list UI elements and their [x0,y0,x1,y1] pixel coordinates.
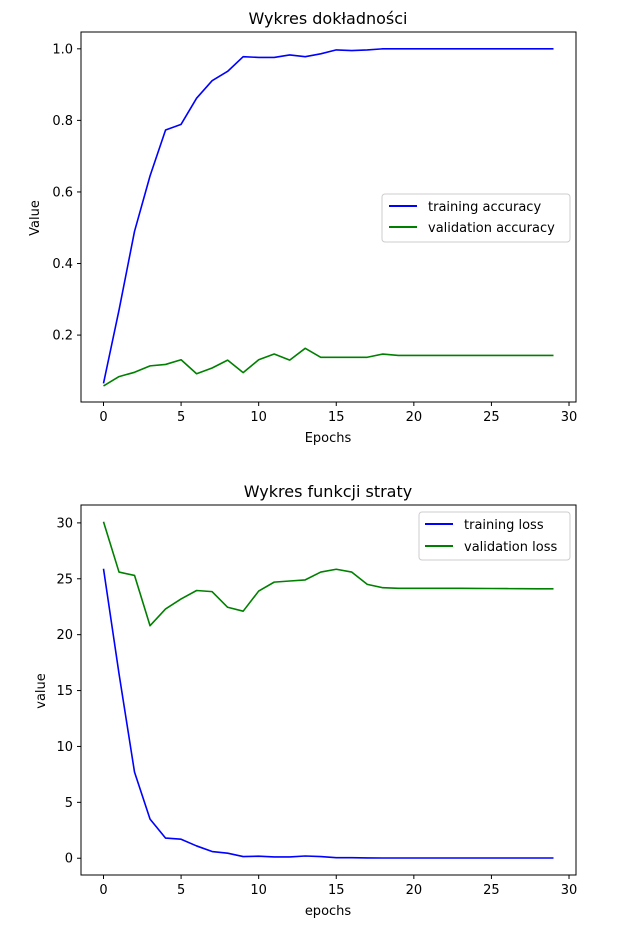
accuracy-y-tick-label-1: 0.4 [52,257,73,272]
loss-legend: training loss validation loss [418,511,571,561]
loss-y-tick-label-2: 10 [56,740,73,755]
loss-series-line-1 [102,521,554,627]
loss-chart-title: Wykres funkcji straty [244,482,412,501]
loss-x-axis-label: epochs [305,904,352,919]
accuracy-x-tick-label-3: 15 [328,410,345,425]
loss-chart: Wykres funkcji straty 0 5 10 15 20 25 30 0 5 10 15… [34,482,577,919]
loss-x-tick-label-3: 15 [328,883,345,898]
loss-y-tick-label-4: 20 [56,628,73,643]
loss-x-tick-label-5: 25 [483,883,500,898]
accuracy-x-tick-label-0: 0 [99,410,107,425]
accuracy-x-axis-label: Epochs [305,431,352,446]
accuracy-legend-label-1: validation accuracy [428,221,555,236]
accuracy-y-tick-label-0: 0.2 [52,329,73,344]
accuracy-plot-area: 0 5 10 15 20 25 30 0.2 0.4 0.6 0.8 1.0 [52,31,578,425]
accuracy-series-line-0 [102,48,554,384]
accuracy-y-tick-label-2: 0.6 [52,185,73,200]
accuracy-legend-box [381,193,571,243]
loss-x-tick-label-1: 5 [177,883,185,898]
loss-y-tick-label-0: 0 [65,852,73,867]
loss-x-tick-label-4: 20 [406,883,423,898]
loss-legend-box [418,511,571,561]
loss-series-line-0 [102,568,554,859]
accuracy-legend-label-0: training accuracy [428,200,541,215]
accuracy-axes-frame [80,31,577,403]
accuracy-y-tick-label-3: 0.8 [52,114,73,129]
accuracy-x-tick-label-4: 20 [406,410,423,425]
accuracy-x-tick-label-2: 10 [250,410,267,425]
loss-x-tick-label-2: 10 [250,883,267,898]
loss-y-tick-label-5: 25 [56,572,73,587]
accuracy-y-tick-label-4: 1.0 [52,42,73,57]
loss-y-tick-label-3: 15 [56,684,73,699]
accuracy-chart: Wykres dokładności 0 5 10 15 20 25 30 0.2 0.4 0.6… [28,9,577,446]
loss-axes-frame [80,504,577,876]
loss-plot-area: 0 5 10 15 20 25 30 0 5 10 15 20 25 30 [56,504,578,898]
loss-y-axis-label: value [34,673,49,709]
loss-legend-label-0: training loss [464,518,544,533]
loss-x-tick-label-0: 0 [99,883,107,898]
accuracy-chart-title: Wykres dokładności [249,9,408,28]
loss-y-tick-label-1: 5 [65,796,73,811]
loss-y-tick-label-6: 30 [56,516,73,531]
accuracy-x-tick-label-6: 30 [561,410,578,425]
accuracy-x-tick-label-1: 5 [177,410,185,425]
loss-legend-label-1: validation loss [464,540,557,555]
accuracy-y-axis-label: Value [28,200,43,236]
accuracy-series-line-1 [103,347,554,387]
loss-x-tick-label-6: 30 [561,883,578,898]
accuracy-legend: training accuracy validation accuracy [381,193,571,243]
accuracy-x-tick-label-5: 25 [483,410,500,425]
